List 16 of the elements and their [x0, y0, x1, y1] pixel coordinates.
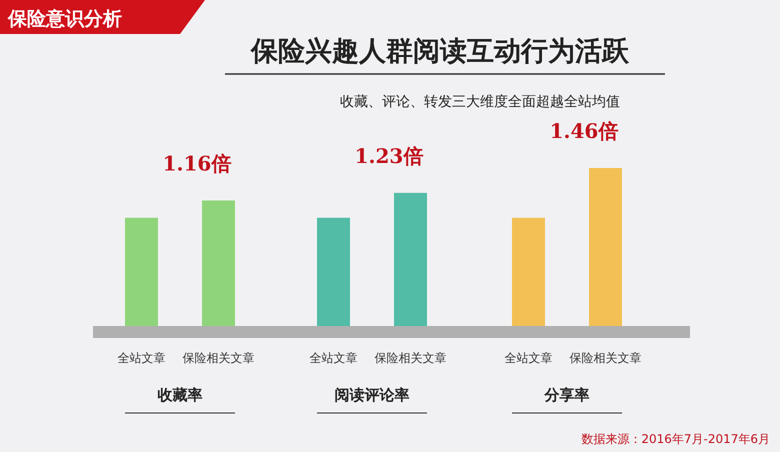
x-tick-label: 全站文章	[310, 351, 358, 365]
x-tick-label: 保险相关文章	[570, 351, 642, 365]
text: 分享率	[544, 386, 590, 404]
data-label: 1.16倍	[162, 151, 232, 176]
text: 阅读评论率	[334, 386, 410, 404]
x-tick-label: 保险相关文章	[182, 351, 254, 365]
x-tick-label: 全站文章	[118, 351, 166, 365]
data-label: 1.23倍	[354, 144, 424, 168]
chart-subtitle: 收藏、评论、转发三大维度全面超越全站均值	[340, 94, 620, 110]
x-tick-label: 全站文章	[504, 351, 552, 365]
data-label: 1.46倍	[550, 119, 618, 143]
text: 保险意识分析	[7, 8, 122, 30]
x-tick-label: 保险相关文章	[374, 351, 446, 365]
text: 收藏率	[158, 386, 202, 404]
chart-title: 保险兴趣人群阅读互动行为活跃	[250, 36, 630, 67]
source-note: 数据来源：2016年7月-2017年6月	[581, 432, 770, 446]
